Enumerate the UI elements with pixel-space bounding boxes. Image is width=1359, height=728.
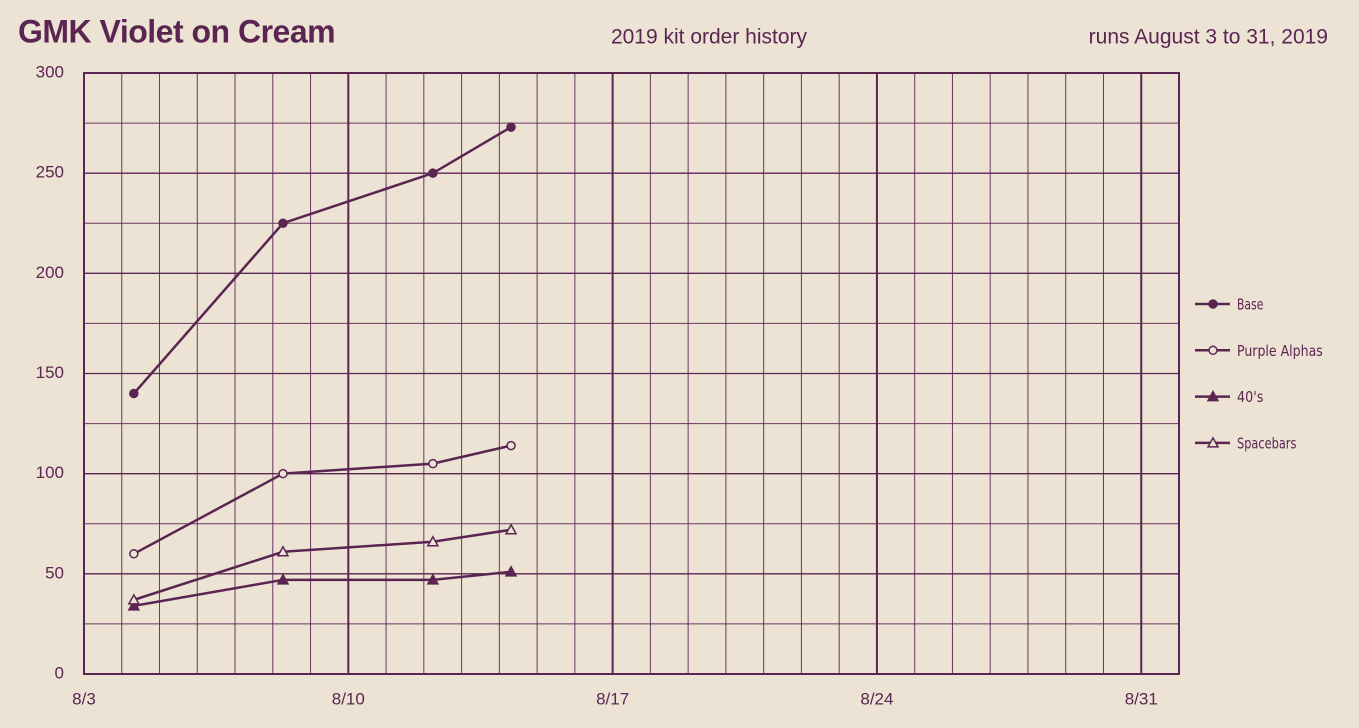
- series-line: [133, 444, 512, 555]
- point: [278, 218, 288, 228]
- legend-marker: [1208, 345, 1218, 356]
- y-tick-label: 250: [36, 163, 64, 182]
- y-tick-label: 100: [36, 463, 64, 482]
- point: [428, 168, 438, 178]
- point: [504, 565, 518, 577]
- point: [276, 545, 290, 557]
- point: [127, 599, 141, 611]
- point: [278, 468, 288, 479]
- x-tick-label: 8/10: [332, 689, 365, 708]
- legend-label: Spacebars: [1237, 434, 1297, 452]
- point: [426, 573, 440, 585]
- series-line: [132, 126, 512, 395]
- point: [276, 573, 290, 585]
- point: [426, 535, 440, 547]
- annotation: runs August 3 to 31, 2019: [1089, 26, 1328, 49]
- y-tick-label: 150: [36, 363, 64, 382]
- series-line: [133, 570, 512, 608]
- point: [127, 593, 141, 605]
- legend-entry: Base: [1195, 296, 1263, 314]
- legend-entry: Purple Alphas: [1195, 342, 1323, 360]
- x-tick-label: 8/17: [596, 689, 629, 708]
- point: [506, 440, 516, 451]
- legend-entry: 40's: [1195, 388, 1264, 406]
- point: [428, 458, 438, 469]
- chart-title: GMK Violet on Cream: [18, 13, 335, 49]
- chart-subtitle: 2019 kit order history: [611, 26, 808, 49]
- x-tick-label: 8/24: [860, 689, 893, 708]
- legend-label: Purple Alphas: [1237, 342, 1323, 360]
- y-tick-label: 200: [36, 263, 64, 282]
- point: [504, 523, 518, 535]
- x-tick-label: 8/3: [72, 689, 96, 708]
- point: [506, 122, 516, 132]
- legend-marker: [1206, 436, 1220, 448]
- legend-label: 40's: [1237, 388, 1264, 406]
- y-tick-label: 0: [55, 663, 64, 682]
- point: [129, 549, 139, 559]
- y-tick-label: 50: [45, 563, 64, 582]
- plot-frame: [83, 72, 1180, 675]
- legend-label: Base: [1237, 296, 1263, 314]
- series-line: [133, 528, 512, 602]
- x-tick-label: 8/31: [1125, 689, 1158, 708]
- y-tick-label: 300: [36, 62, 64, 81]
- legend-entry: Spacebars: [1195, 434, 1297, 452]
- legend-marker: [1208, 299, 1218, 309]
- legend-marker: [1206, 390, 1220, 402]
- point: [129, 388, 139, 399]
